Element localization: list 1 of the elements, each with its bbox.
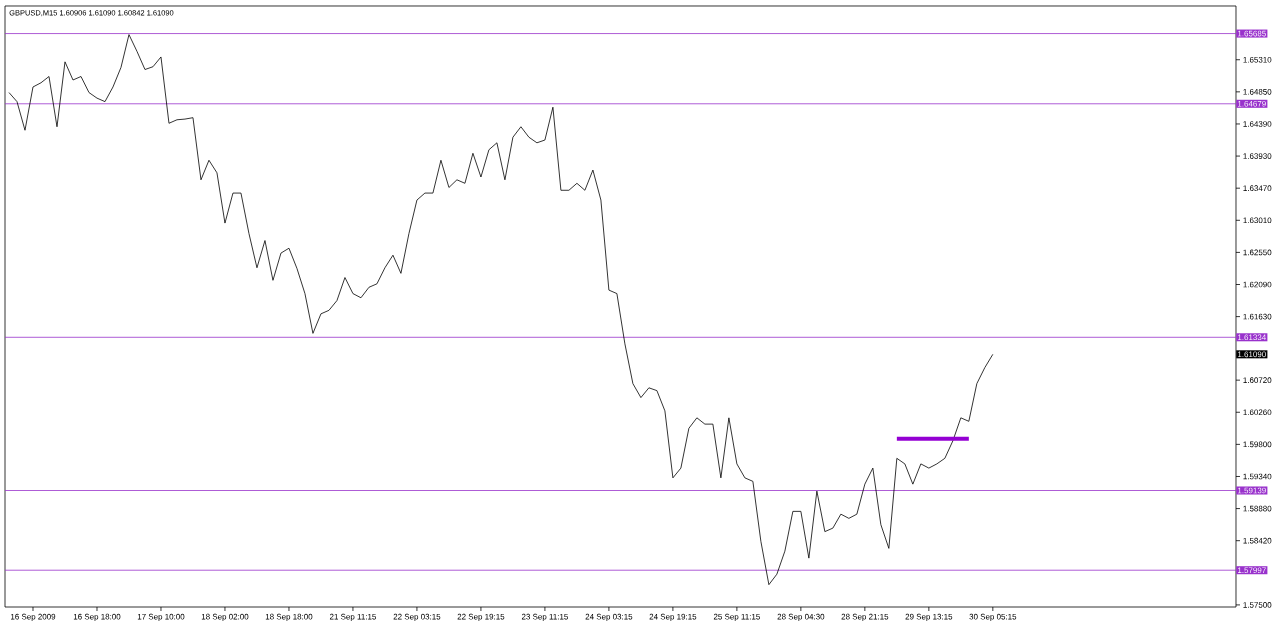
line-series <box>8 34 994 586</box>
